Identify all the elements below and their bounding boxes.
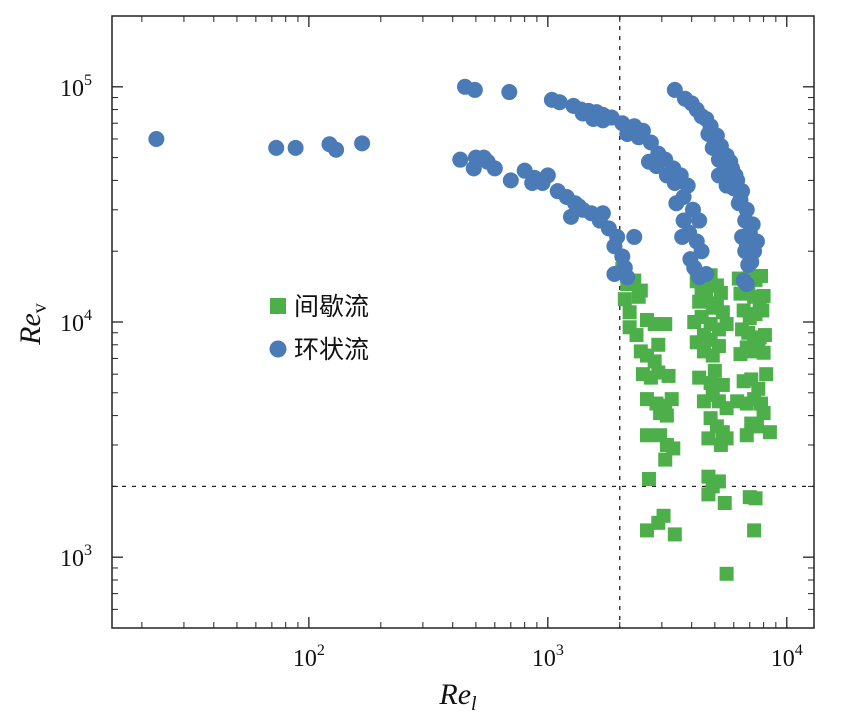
annular-flow-point xyxy=(648,158,665,175)
intermittent-flow-point xyxy=(622,305,637,320)
minor-ticks xyxy=(112,15,814,629)
annular-flow-point xyxy=(502,172,519,189)
intermittent-flow-point xyxy=(756,288,771,303)
annular-flow-point xyxy=(718,177,735,194)
intermittent-flow-point xyxy=(755,303,770,318)
annular-flow-point xyxy=(630,129,647,146)
intermittent-flow-point xyxy=(719,317,734,332)
tick-labels: 102 103 104 103 104 105 xyxy=(60,72,803,672)
annular-flow-point xyxy=(570,198,587,215)
annular-flow-point xyxy=(674,228,691,245)
annular-flow-point xyxy=(486,160,503,177)
annular-flow-point xyxy=(354,135,371,152)
intermittent-flow-point xyxy=(664,392,679,407)
intermittent-flow-point xyxy=(661,368,676,383)
annular-flow-point xyxy=(287,139,304,156)
intermittent-flow-point xyxy=(719,566,734,581)
annular-flow-point xyxy=(698,265,715,282)
y-axis-title: Rev xyxy=(14,303,51,346)
annular-flow-point xyxy=(668,195,685,212)
intermittent-flow-point xyxy=(647,354,662,369)
annular-flow-point xyxy=(606,265,623,282)
intermittent-flow-point xyxy=(629,328,644,343)
legend-label-intermittent: 间歇流 xyxy=(294,292,369,321)
intermittent-flow-point xyxy=(713,285,728,300)
intermittent-flow-point xyxy=(759,367,774,382)
annular-flow-point xyxy=(737,212,754,229)
annular-flow-point xyxy=(148,130,165,147)
intermittent-flow-point xyxy=(703,376,718,391)
intermittent-flow-point xyxy=(717,495,732,510)
intermittent-flow-point xyxy=(707,363,722,378)
intermittent-flow-point xyxy=(617,292,632,307)
x-tick-label: 104 xyxy=(771,642,803,672)
annular-flow-point xyxy=(730,195,747,212)
major-ticks xyxy=(112,16,814,628)
intermittent-flow-point xyxy=(756,406,771,421)
intermittent-flow-point xyxy=(692,370,707,385)
legend-marker-annular xyxy=(269,340,287,358)
intermittent-flow-point xyxy=(756,345,771,360)
annular-flow-point xyxy=(268,139,285,156)
annular-flow-point xyxy=(524,174,541,191)
intermittent-flow-point xyxy=(639,523,654,538)
intermittent-flow-point xyxy=(739,428,754,443)
intermittent-flow-point xyxy=(701,487,716,502)
intermittent-flow-point xyxy=(667,527,682,542)
intermittent-flow-point xyxy=(719,431,734,446)
y-tick-label: 104 xyxy=(60,307,92,337)
intermittent-flow-point xyxy=(639,428,654,443)
annular-flow-point xyxy=(693,243,710,260)
annular-flow-point xyxy=(465,160,482,177)
intermittent-flow-point xyxy=(748,491,763,506)
intermittent-flow-point xyxy=(659,408,674,423)
annular-flow-point xyxy=(501,84,518,101)
intermittent-flow-point xyxy=(747,523,762,538)
annular-flow-point xyxy=(738,276,755,293)
intermittent-flow-point xyxy=(658,452,673,467)
legend: 间歇流 环状流 xyxy=(269,292,369,364)
annular-flow-point xyxy=(626,228,643,245)
annular-flow-point xyxy=(743,253,760,270)
intermittent-flow-point xyxy=(753,268,768,283)
x-tick-label: 103 xyxy=(532,642,564,672)
intermittent-flow-point xyxy=(757,328,772,343)
y-tick-label: 105 xyxy=(60,72,92,102)
annular-flow-point xyxy=(619,269,636,286)
annular-flow-point xyxy=(704,139,721,156)
y-tick-label: 103 xyxy=(60,542,92,572)
intermittent-flow-point xyxy=(647,317,662,332)
data-points xyxy=(148,78,777,581)
annular-flow-point xyxy=(594,112,611,129)
annular-flow-point xyxy=(328,141,345,158)
intermittent-flow-point xyxy=(658,317,673,332)
intermittent-flow-point xyxy=(699,289,714,304)
intermittent-flow-point xyxy=(719,401,734,416)
annular-flow-point xyxy=(539,167,556,184)
annular-flow-point xyxy=(691,212,708,229)
annular-flow-point xyxy=(452,151,469,168)
annular-flow-point xyxy=(466,81,483,98)
intermittent-flow-point xyxy=(651,337,666,352)
intermittent-flow-point xyxy=(666,441,681,456)
annular-flow-point xyxy=(675,212,692,229)
x-axis-title: Rel xyxy=(438,678,477,715)
annular-flow-point xyxy=(666,174,683,191)
x-tick-label: 102 xyxy=(293,642,325,672)
intermittent-flow-point xyxy=(715,305,730,320)
intermittent-flow-point xyxy=(711,474,726,489)
legend-label-annular: 环状流 xyxy=(294,335,369,364)
intermittent-flow-point xyxy=(701,431,716,446)
intermittent-flow-point xyxy=(641,472,656,487)
intermittent-flow-point xyxy=(762,425,777,440)
annular-flow-point xyxy=(551,94,568,111)
legend-marker-intermittent xyxy=(270,298,286,314)
intermittent-flow-point xyxy=(651,515,666,530)
annular-flow-point xyxy=(594,205,611,222)
intermittent-flow-point xyxy=(633,283,648,298)
intermittent-flow-point xyxy=(705,348,720,363)
annular-flow-point xyxy=(738,235,755,252)
